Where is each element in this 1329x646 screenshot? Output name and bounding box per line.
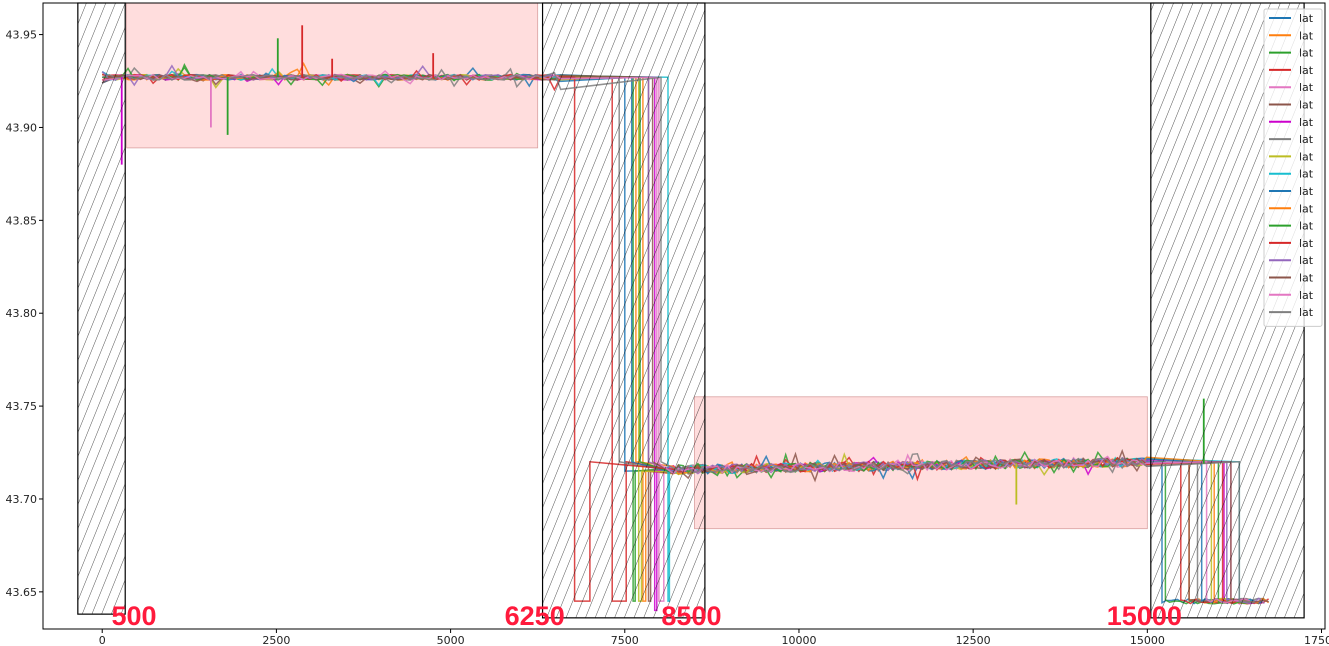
legend-label: lat [1299,220,1314,233]
y-tick-label: 43.70 [6,493,38,506]
y-tick-label: 43.65 [6,586,38,599]
y-tick-label: 43.95 [6,29,38,42]
legend-label: lat [1299,47,1314,60]
y-axis: 43.65 43.70 43.75 43.80 43.85 43.90 43.95 [6,29,43,599]
x-tick-label: 10000 [781,634,816,646]
legend-label: lat [1299,289,1314,302]
x-tick-label: 2500 [262,634,290,646]
x-tick-label: 15000 [1130,634,1165,646]
x-tick-label: 17500 [1304,634,1329,646]
legend-label: lat [1299,254,1314,267]
x-tick-label: 12500 [956,634,991,646]
series-line-lat [101,73,1269,604]
legend: lat lat lat lat lat lat lat lat lat lat lat lat lat l… [1263,8,1323,327]
x-tick-label: 7500 [611,634,639,646]
y-tick-label: 43.80 [6,307,38,320]
legend-label: lat [1299,202,1314,215]
legend-label: lat [1299,237,1314,250]
legend-label: lat [1299,133,1314,146]
annotation-label: 8500 [661,601,721,631]
legend-label: lat [1299,29,1314,42]
legend-label: lat [1299,99,1314,112]
y-tick-label: 43.75 [6,400,38,413]
legend-box [1263,8,1323,327]
annotation-label: 500 [112,601,157,631]
legend-label: lat [1299,81,1314,94]
x-axis: 0 2500 5000 7500 10000 12500 15000 17500 [99,629,1329,646]
hatched-region [541,2,706,619]
x-tick-label: 5000 [437,634,465,646]
legend-label: lat [1299,272,1314,285]
annotation-label: 15000 [1107,601,1182,631]
annotations: 500 6250 8500 15000 [112,601,1182,631]
legend-label: lat [1299,185,1314,198]
hatched-region [77,2,126,615]
y-tick-label: 43.90 [6,121,38,134]
annotation-label: 6250 [505,601,565,631]
series-lines [101,25,1270,612]
series-line-lat [102,66,1251,605]
legend-label: lat [1299,150,1314,163]
plot-frame [42,2,1326,630]
x-tick-label: 0 [99,634,106,646]
legend-label: lat [1299,116,1314,129]
legend-label: lat [1299,12,1314,25]
legend-label: lat [1299,168,1314,181]
legend-label: lat [1299,306,1314,319]
series-line-lat [101,68,1255,604]
y-tick-label: 43.85 [6,214,38,227]
legend-label: lat [1299,64,1314,77]
